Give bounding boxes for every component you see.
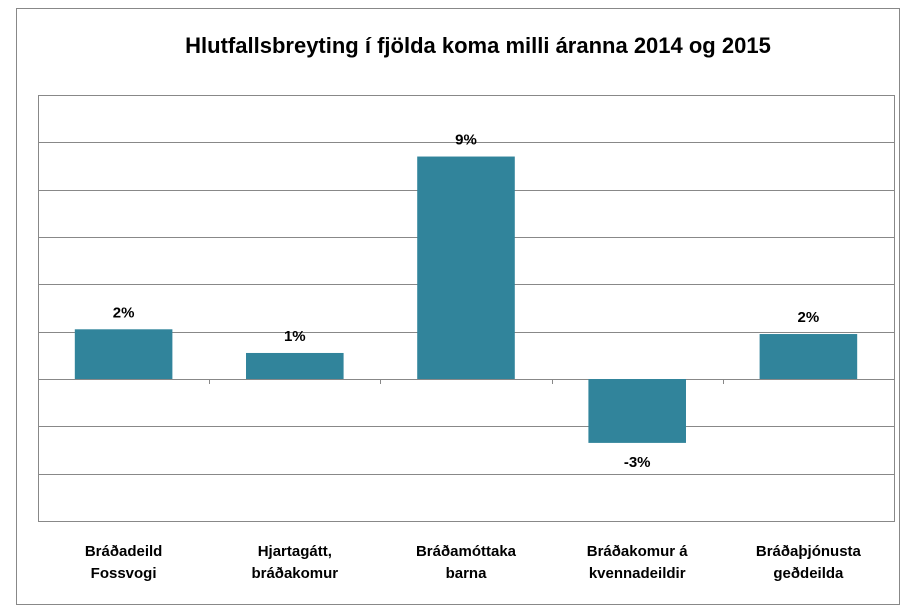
data-label: -3% (624, 454, 651, 471)
chart-title: Hlutfallsbreyting í fjölda koma milli ár… (185, 33, 771, 58)
data-label: 9% (455, 132, 477, 149)
x-tick-label: Bráðamóttaka barna (415, 543, 517, 582)
data-label: 2% (113, 304, 135, 321)
data-label: 1% (284, 328, 306, 345)
bar (74, 329, 173, 379)
x-tick-label: Hjartagátt, bráðakomur (251, 543, 339, 582)
x-tick-label: Bráðaþjónusta geðdeilda (755, 543, 861, 582)
data-label: 2% (798, 309, 820, 326)
bar (759, 334, 858, 379)
x-tick-label: Bráðadeild Fossvogi (84, 543, 163, 582)
bar (588, 379, 686, 443)
bar (417, 156, 515, 379)
x-tick-label: Bráðakomur á kvennadeildir (586, 543, 688, 582)
bar (246, 352, 344, 379)
